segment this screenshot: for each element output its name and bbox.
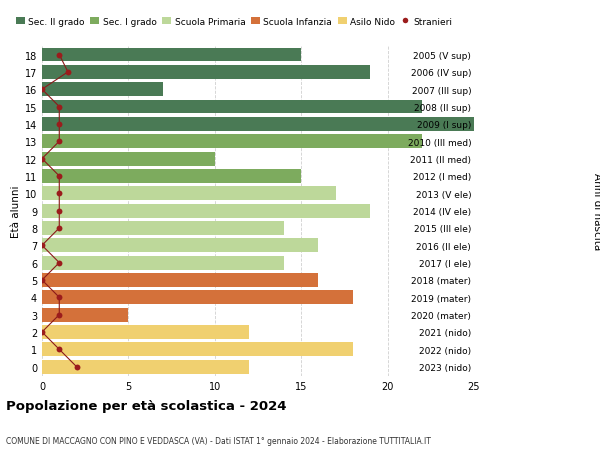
Bar xyxy=(42,291,353,305)
Point xyxy=(63,69,73,76)
Point xyxy=(55,173,64,180)
Point xyxy=(37,86,47,94)
Point xyxy=(37,329,47,336)
Point xyxy=(55,294,64,301)
Point xyxy=(72,363,82,370)
Point xyxy=(55,121,64,129)
Bar xyxy=(42,170,301,184)
Bar xyxy=(42,135,422,149)
Bar xyxy=(42,342,353,357)
Point xyxy=(55,259,64,267)
Text: COMUNE DI MACCAGNO CON PINO E VEDDASCA (VA) - Dati ISTAT 1° gennaio 2024 - Elabo: COMUNE DI MACCAGNO CON PINO E VEDDASCA (… xyxy=(6,436,431,445)
Bar xyxy=(42,49,301,62)
Point xyxy=(37,156,47,163)
Bar xyxy=(42,360,250,374)
Bar xyxy=(42,66,370,80)
Y-axis label: Età alunni: Età alunni xyxy=(11,185,20,237)
Point xyxy=(55,52,64,59)
Bar xyxy=(42,118,474,132)
Bar xyxy=(42,274,319,287)
Point xyxy=(55,225,64,232)
Point xyxy=(55,346,64,353)
Bar xyxy=(42,83,163,97)
Bar xyxy=(42,152,215,166)
Legend: Sec. II grado, Sec. I grado, Scuola Primaria, Scuola Infanzia, Asilo Nido, Stran: Sec. II grado, Sec. I grado, Scuola Prim… xyxy=(12,14,456,30)
Point xyxy=(55,138,64,146)
Point xyxy=(55,190,64,197)
Bar xyxy=(42,308,128,322)
Text: Anni di nascita: Anni di nascita xyxy=(592,173,600,250)
Point xyxy=(55,311,64,319)
Point xyxy=(55,104,64,111)
Bar xyxy=(42,222,284,235)
Bar xyxy=(42,239,319,252)
Bar xyxy=(42,325,250,339)
Point xyxy=(37,242,47,249)
Bar xyxy=(42,101,422,114)
Point xyxy=(37,277,47,284)
Bar xyxy=(42,204,370,218)
Text: Popolazione per età scolastica - 2024: Popolazione per età scolastica - 2024 xyxy=(6,399,287,412)
Point xyxy=(55,207,64,215)
Bar xyxy=(42,256,284,270)
Bar xyxy=(42,187,336,201)
